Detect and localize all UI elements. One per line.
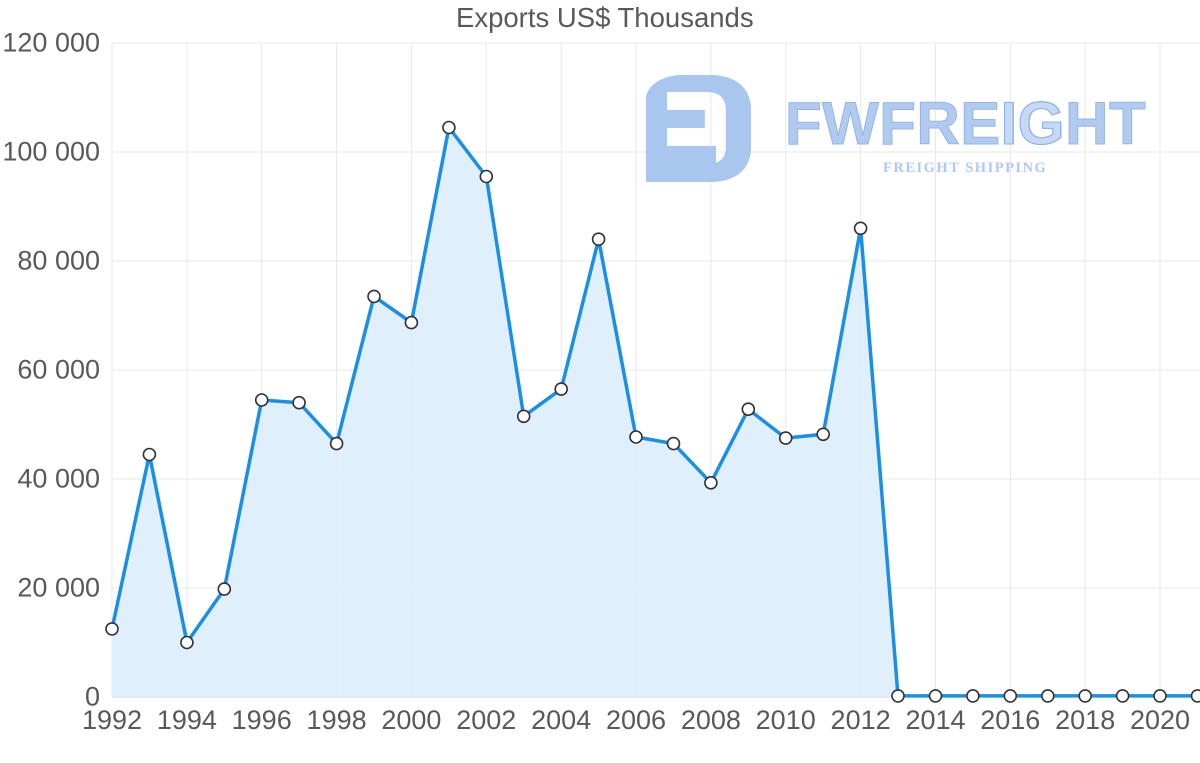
svg-text:FWFREIGHT: FWFREIGHT — [785, 90, 1146, 157]
svg-text:IG: IG — [1001, 90, 1065, 157]
svg-text:FREIGHT SHIPPING: FREIGHT SHIPPING — [883, 160, 1047, 176]
